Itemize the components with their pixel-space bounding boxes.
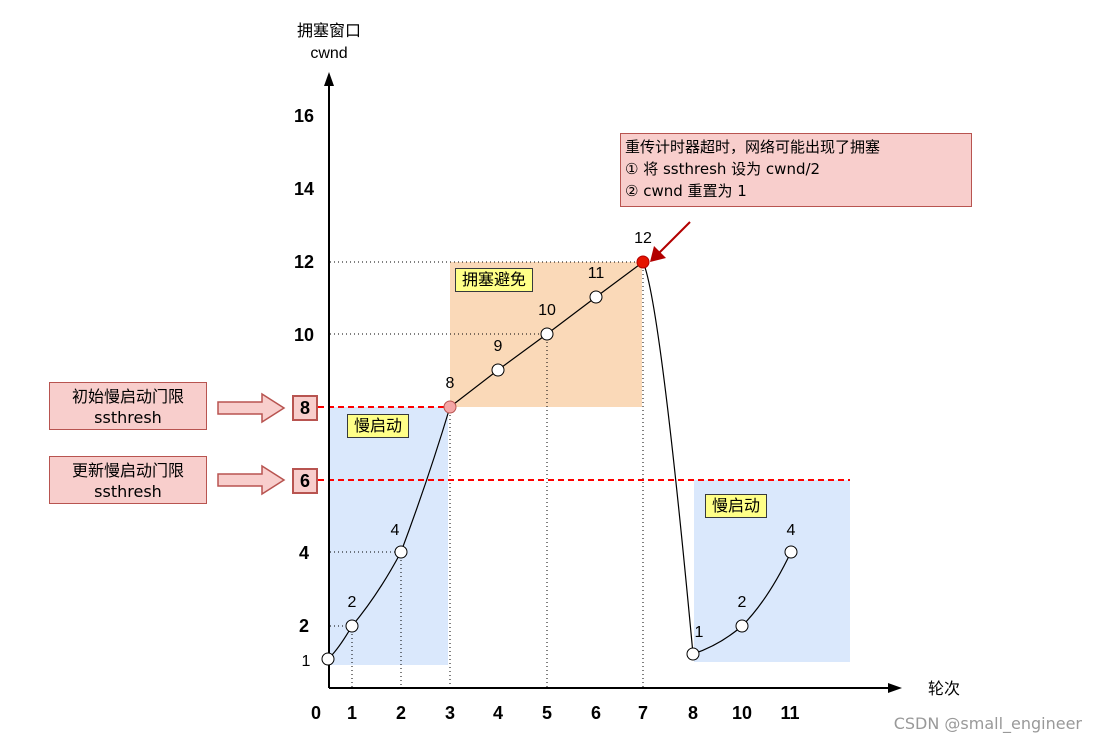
point-round5 [540, 327, 554, 341]
y-axis-title-en: cwnd [310, 45, 347, 62]
point-round9 [735, 619, 749, 633]
callout-line2: ① 将 ssthresh 设为 cwnd/2 [625, 160, 821, 178]
initial-ssthresh-line2: ssthresh [94, 408, 162, 427]
point-labels: 1 2 4 8 9 10 11 12 1 2 4 [302, 230, 796, 670]
threshold-value-6: 6 [292, 468, 318, 494]
x-tick-7: 7 [638, 703, 648, 723]
y-tick-12: 12 [294, 252, 314, 272]
x-axis-title: 轮次 [928, 679, 960, 698]
y-axis-title-cn: 拥塞窗口 [297, 21, 361, 40]
x-tick-6: 6 [591, 703, 601, 723]
point-label-2: 2 [348, 594, 357, 611]
threshold-value-8: 8 [292, 395, 318, 421]
x-tick-8: 8 [688, 703, 698, 723]
y-tick-16: 16 [294, 106, 314, 126]
callout-line1: 重传计时器超时，网络可能出现了拥塞 [625, 138, 881, 156]
point-round3 [443, 400, 457, 414]
point-round6 [589, 290, 603, 304]
x-tick-11: 11 [780, 703, 799, 723]
updated-ssthresh-label: 更新慢启动门限 ssthresh [49, 456, 207, 504]
point-round8 [686, 647, 700, 661]
point-round2 [394, 545, 408, 559]
data-points [321, 255, 798, 666]
side-arrow-initial [217, 392, 286, 424]
timeout-arrow [650, 221, 691, 262]
point-label-12: 12 [634, 230, 652, 247]
point-label-4: 4 [391, 522, 400, 539]
point-label-1: 1 [302, 653, 311, 670]
y-axis-arrow [324, 72, 334, 86]
watermark: CSDN @small_engineer [893, 714, 1082, 733]
slow-start-tag-2: 慢启动 [705, 494, 768, 518]
point-label-2nd-4: 4 [787, 522, 796, 539]
initial-ssthresh-label: 初始慢启动门限 ssthresh [49, 382, 207, 430]
updated-ssthresh-line1: 更新慢启动门限 [71, 461, 184, 480]
point-round0 [321, 652, 335, 666]
side-arrow-updated [217, 464, 286, 496]
point-label-10: 10 [538, 302, 556, 319]
x-tick-3: 3 [445, 703, 455, 723]
x-tick-5: 5 [542, 703, 552, 723]
updated-ssthresh-line2: ssthresh [94, 482, 162, 501]
curve-drop [642, 261, 694, 655]
x-tick-2: 2 [396, 703, 406, 723]
point-label-8: 8 [446, 375, 455, 392]
x-tick-4: 4 [493, 703, 503, 723]
x-tick-1: 1 [347, 703, 357, 723]
point-round7 [636, 255, 650, 269]
point-label-2nd-2: 2 [738, 594, 747, 611]
callout-line3: ② cwnd 重置为 1 [625, 182, 747, 200]
guide-lines [330, 261, 644, 688]
slow-start-tag-1: 慢启动 [347, 414, 410, 438]
x-tick-labels: 0 1 2 3 4 5 6 7 8 10 11 [311, 703, 800, 723]
x-tick-0: 0 [311, 703, 321, 723]
timeout-callout: 重传计时器超时，网络可能出现了拥塞 ① 将 ssthresh 设为 cwnd/2… [620, 133, 972, 207]
congestion-avoidance-tag: 拥塞避免 [455, 268, 534, 292]
y-tick-2: 2 [299, 616, 309, 636]
point-round1 [345, 619, 359, 633]
initial-ssthresh-line1: 初始慢启动门限 [71, 387, 184, 406]
point-label-11: 11 [588, 265, 605, 282]
point-label-2nd-1: 1 [695, 624, 704, 641]
y-tick-labels: 16 14 12 10 4 2 [294, 106, 314, 636]
y-tick-14: 14 [294, 179, 314, 199]
y-tick-4: 4 [299, 543, 309, 563]
y-tick-10: 10 [294, 325, 314, 345]
x-tick-10: 10 [732, 703, 752, 723]
point-round10 [784, 545, 798, 559]
point-round4 [491, 363, 505, 377]
x-axis-arrow [888, 683, 902, 693]
point-label-9: 9 [494, 338, 503, 355]
curve-slow-start-1 [327, 406, 451, 660]
